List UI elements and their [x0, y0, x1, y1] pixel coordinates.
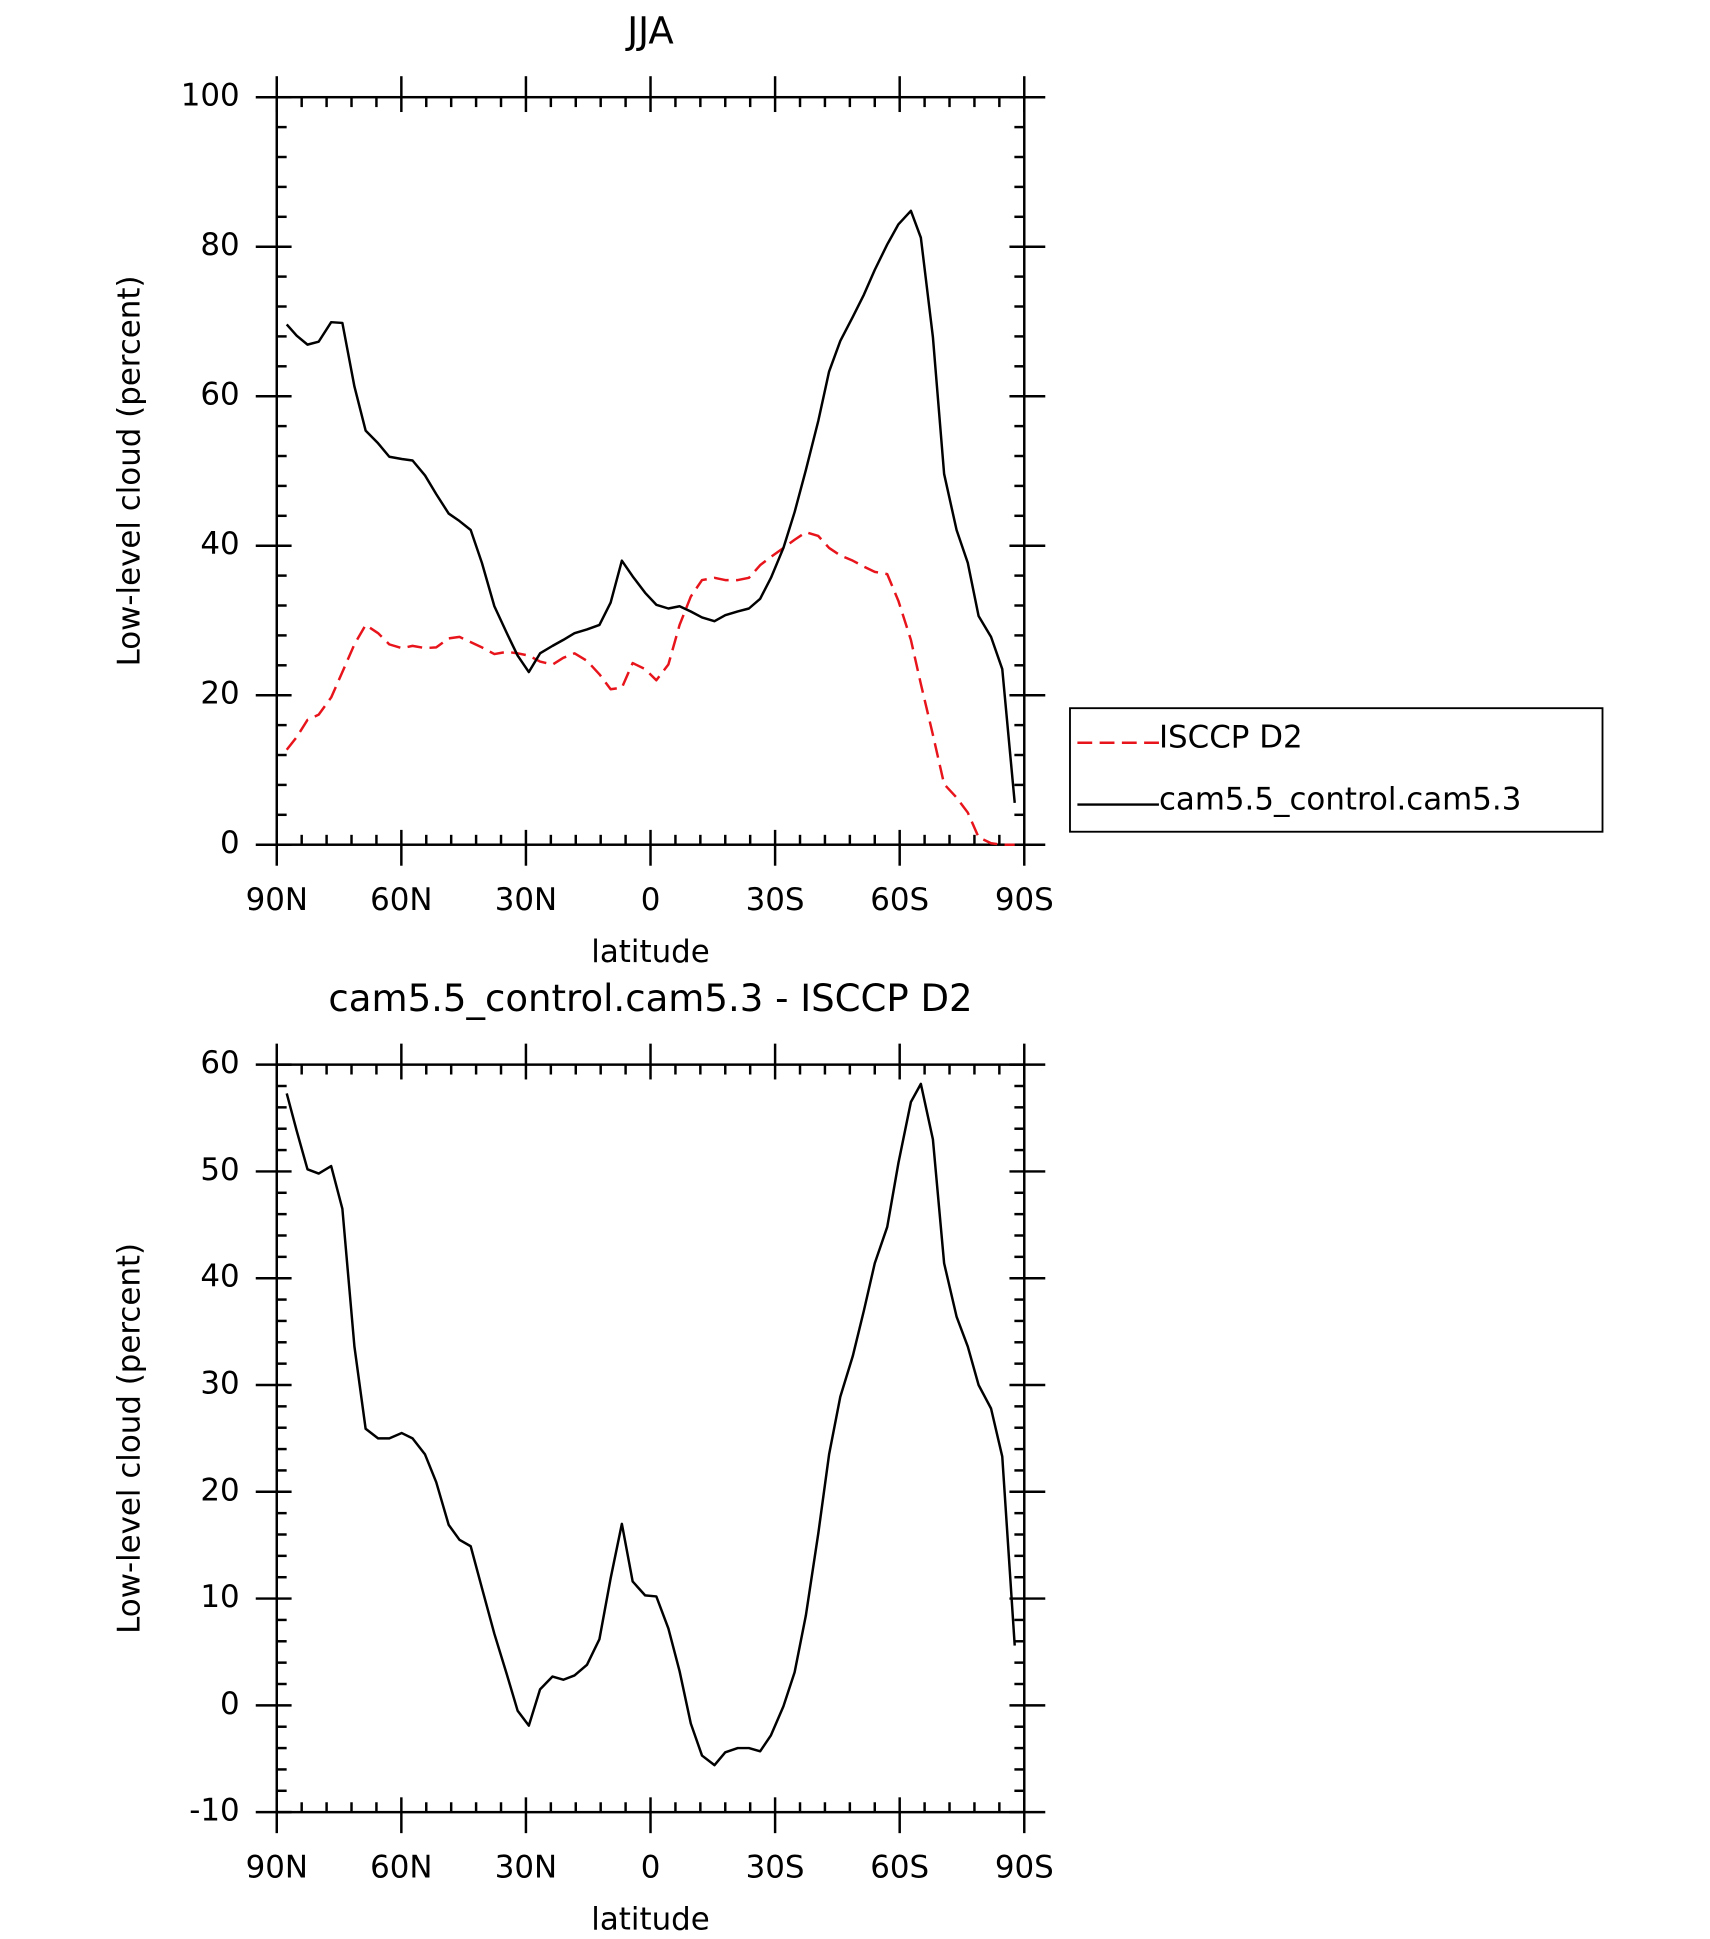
x-tick-label: 60S: [870, 882, 929, 918]
y-tick-label: 10: [200, 1579, 239, 1615]
x-tick-label: 60N: [370, 1849, 432, 1885]
y-tick-label: 20: [200, 676, 239, 712]
y-tick-label: 60: [200, 377, 239, 413]
y-tick-label: 40: [200, 1259, 239, 1295]
x-tick-label: 90S: [995, 882, 1054, 918]
y-tick-label: 60: [200, 1045, 239, 1081]
y-axis-label: Low-level cloud (percent): [111, 1243, 147, 1634]
y-axis-label: Low-level cloud (percent): [111, 275, 147, 666]
y-tick-label: 20: [200, 1472, 239, 1508]
y-tick-label: -10: [189, 1793, 239, 1829]
x-tick-label: 90N: [246, 1849, 308, 1885]
series-line: [285, 531, 1015, 846]
y-tick-label: 40: [200, 526, 239, 562]
legend-label: ISCCP D2: [1159, 720, 1303, 756]
x-axis-label: latitude: [591, 934, 709, 970]
x-tick-label: 90S: [995, 1849, 1054, 1885]
x-tick-label: 60N: [370, 882, 432, 918]
x-tick-label: 0: [641, 882, 661, 918]
x-tick-label: 0: [641, 1849, 661, 1885]
plot-frame: [275, 95, 1026, 846]
x-tick-label: 90N: [246, 882, 308, 918]
y-tick-label: 100: [181, 78, 240, 114]
y-tick-label: 0: [220, 1686, 240, 1722]
x-tick-label: 30N: [495, 882, 557, 918]
y-tick-label: 0: [220, 825, 240, 861]
x-axis-label: latitude: [591, 1901, 709, 1937]
x-tick-label: 30S: [746, 1849, 805, 1885]
y-tick-label: 50: [200, 1152, 239, 1188]
legend-box: [1069, 707, 1604, 833]
chart-title: cam5.5_control.cam5.3 - ISCCP D2: [328, 977, 972, 1020]
y-tick-label: 30: [200, 1365, 239, 1401]
legend-label: cam5.5_control.cam5.3: [1159, 781, 1521, 817]
x-tick-label: 30S: [746, 882, 805, 918]
y-tick-label: 80: [200, 227, 239, 263]
series-line: [285, 209, 1016, 803]
series-line: [285, 1082, 1016, 1767]
x-tick-label: 30N: [495, 1849, 557, 1885]
x-tick-label: 60S: [870, 1849, 929, 1885]
chart-title: JJA: [625, 9, 674, 52]
